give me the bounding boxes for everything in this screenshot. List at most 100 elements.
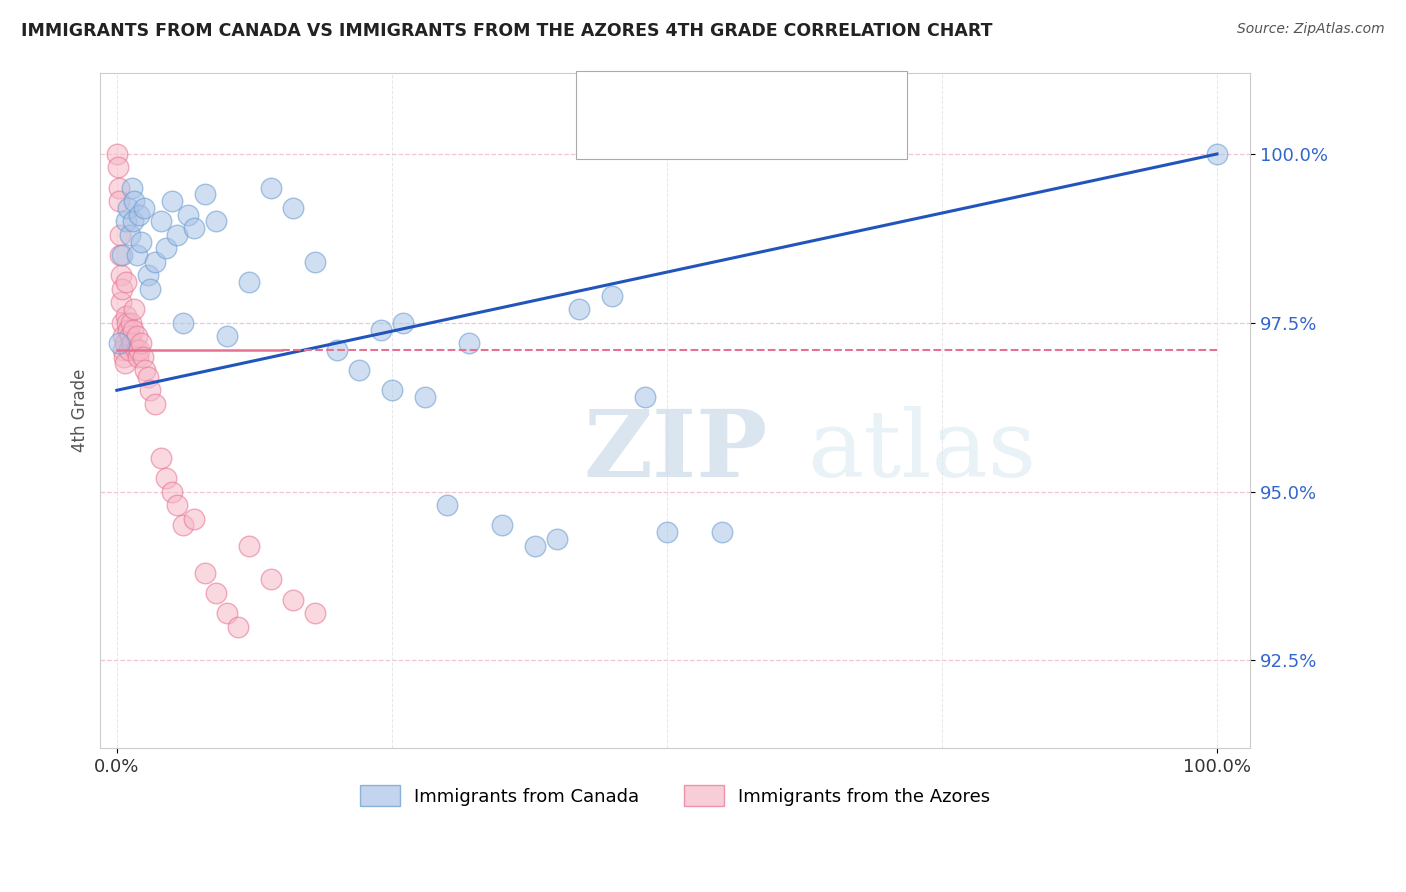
Point (160, 484, 183, 499)
Point (108, 227, 131, 242)
Point (634, 390, 657, 404)
Point (326, 343, 349, 357)
Point (112, 343, 135, 357)
Legend: Immigrants from Canada, Immigrants from the Azores: Immigrants from Canada, Immigrants from … (353, 778, 998, 814)
Point (523, 539, 546, 553)
Point (111, 248, 134, 262)
Point (129, 235, 152, 249)
Point (281, 201, 304, 215)
Point (546, 532, 568, 546)
Point (120, 329, 142, 343)
Point (215, 329, 238, 343)
Point (226, 619, 249, 633)
Point (155, 471, 177, 485)
Text: N =: N = (772, 92, 808, 110)
Point (132, 350, 155, 364)
Point (117, 201, 139, 215)
Point (125, 329, 148, 343)
Text: -0.000: -0.000 (699, 123, 763, 141)
FancyBboxPatch shape (593, 113, 636, 142)
Point (107, 180, 129, 194)
Point (120, 316, 142, 330)
Point (281, 592, 304, 607)
Point (194, 187, 217, 202)
Point (149, 450, 172, 465)
Text: R =: R = (645, 92, 679, 110)
Point (129, 336, 152, 351)
Text: Source: ZipAtlas.com: Source: ZipAtlas.com (1237, 22, 1385, 37)
Point (108, 194, 131, 209)
Point (392, 316, 415, 330)
Point (118, 343, 141, 357)
Point (183, 221, 205, 235)
FancyBboxPatch shape (593, 82, 636, 111)
Y-axis label: 4th Grade: 4th Grade (72, 368, 89, 452)
Point (120, 227, 142, 242)
Point (143, 397, 166, 411)
Point (128, 343, 150, 357)
Point (260, 180, 283, 194)
Point (111, 329, 134, 343)
Point (370, 322, 392, 336)
Point (139, 384, 162, 398)
Point (124, 302, 146, 317)
Point (107, 147, 129, 161)
Point (114, 309, 136, 323)
Point (122, 214, 145, 228)
Point (413, 390, 436, 404)
Point (183, 511, 205, 525)
Point (166, 227, 188, 242)
Point (117, 322, 139, 336)
Point (114, 356, 136, 370)
Point (172, 316, 194, 330)
Point (121, 180, 143, 194)
Point (655, 524, 678, 539)
Point (110, 295, 132, 310)
Point (136, 369, 159, 384)
Point (115, 316, 138, 330)
Point (177, 208, 200, 222)
Point (1206, 147, 1229, 161)
Point (160, 194, 183, 209)
Point (149, 214, 172, 228)
Point (139, 282, 162, 296)
Text: 49: 49 (823, 123, 848, 141)
Point (114, 214, 136, 228)
Point (600, 289, 623, 303)
Point (125, 248, 148, 262)
Point (111, 282, 134, 296)
Point (172, 518, 194, 533)
Point (458, 336, 481, 351)
Point (108, 248, 131, 262)
Point (166, 498, 188, 512)
Point (260, 572, 283, 586)
Point (238, 275, 260, 289)
Point (194, 566, 217, 580)
Point (304, 606, 326, 620)
Point (568, 302, 591, 317)
Point (710, 524, 733, 539)
Point (112, 350, 135, 364)
Point (111, 316, 134, 330)
Point (205, 214, 228, 228)
Point (127, 350, 149, 364)
Point (347, 363, 370, 377)
Text: atlas: atlas (807, 406, 1036, 496)
Point (115, 275, 138, 289)
Point (381, 384, 404, 398)
Point (124, 194, 146, 209)
Point (304, 255, 326, 269)
Text: R =: R = (645, 123, 679, 141)
Point (108, 336, 131, 351)
Point (491, 518, 513, 533)
Point (128, 208, 150, 222)
Point (155, 242, 177, 256)
Point (114, 336, 136, 351)
Point (215, 606, 238, 620)
Point (205, 586, 228, 600)
Point (134, 201, 156, 215)
Point (143, 255, 166, 269)
Text: 0.312: 0.312 (704, 92, 761, 110)
Point (238, 539, 260, 553)
Text: IMMIGRANTS FROM CANADA VS IMMIGRANTS FROM THE AZORES 4TH GRADE CORRELATION CHART: IMMIGRANTS FROM CANADA VS IMMIGRANTS FRO… (21, 22, 993, 40)
